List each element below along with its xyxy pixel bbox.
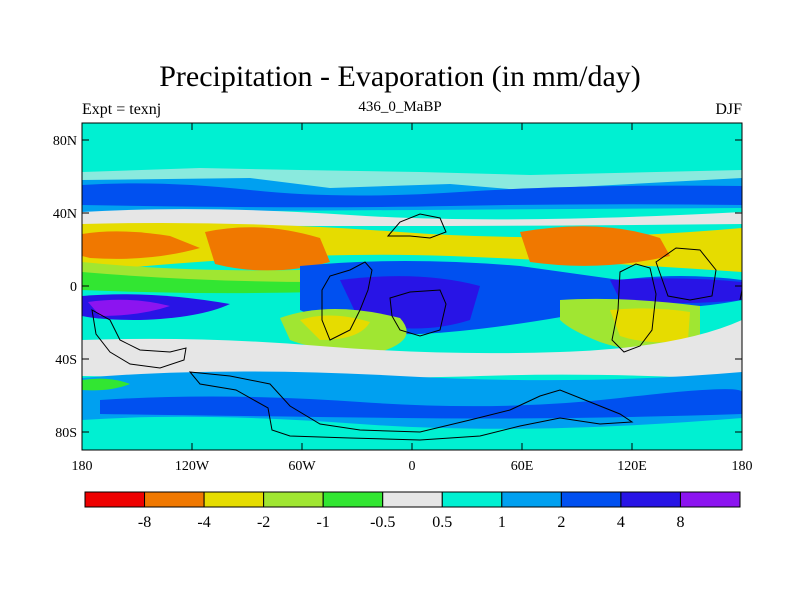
- lat-tick-label: 40S: [55, 353, 77, 368]
- colorbar-swatch: [501, 491, 562, 508]
- colorbar-swatch: [322, 491, 384, 508]
- colorbar-label: 1: [498, 514, 506, 531]
- field-gray-south: [82, 320, 742, 380]
- lat-tick-label: 0: [70, 280, 77, 295]
- experiment-label: Expt = texnj: [82, 101, 162, 118]
- latitude-axis: 80N 40N 0 40S 80S: [53, 134, 742, 441]
- lat-tick-label: 80N: [53, 134, 77, 149]
- field-yellow-south: [300, 315, 370, 340]
- field-orange-west: [82, 231, 200, 259]
- lat-tick-label: 40N: [53, 207, 77, 222]
- colorbar-swatch: [84, 491, 146, 508]
- colorbar-label: -4: [197, 514, 210, 531]
- colorbar-swatch: [144, 491, 205, 508]
- plot-title: Precipitation - Evaporation (in mm/day): [159, 60, 641, 93]
- outline-north-terrane: [386, 213, 447, 239]
- outline-gondwana-east: [611, 263, 657, 353]
- age-label: 436_0_MaBP: [358, 99, 442, 115]
- colorbar-swatch: [441, 491, 503, 508]
- colorbar-swatch: [620, 491, 681, 508]
- field-orange-asia: [520, 226, 670, 266]
- colorbar-label: 8: [676, 514, 684, 531]
- outline-terrane-east: [655, 247, 717, 301]
- field-blue-south: [100, 389, 742, 419]
- colorbar-swatch: [203, 491, 265, 508]
- outline-gondwana-southwest: [91, 309, 187, 369]
- lat-tick-label: 80S: [55, 426, 77, 441]
- field-green-eq: [82, 272, 320, 294]
- lon-tick-label: 180: [72, 459, 93, 474]
- colorbar-label: 4: [617, 514, 625, 531]
- field-layer: [82, 123, 742, 450]
- lon-tick-label: 180: [732, 459, 753, 474]
- outline-gondwana-center: [389, 289, 447, 337]
- outline-gondwana-west: [321, 261, 373, 341]
- field-yellow-southeast: [610, 308, 690, 343]
- colorbar-label: 2: [557, 514, 565, 531]
- field-violet-west: [88, 299, 170, 316]
- outline-gondwana-south: [188, 371, 634, 441]
- colorbar-swatch: [679, 491, 741, 508]
- colorbar-swatch: [560, 491, 622, 508]
- field-blue-north: [82, 183, 742, 208]
- lon-tick-label: 120W: [175, 459, 210, 474]
- longitude-axis: 180 120W 60W 0 60E 120E 180: [72, 123, 753, 474]
- colorbar-label: -1: [317, 514, 330, 531]
- season-label: DJF: [715, 101, 742, 118]
- field-orange-atlantic: [205, 227, 330, 271]
- lon-tick-label: 60E: [511, 459, 534, 474]
- colorbar-label: 0.5: [432, 514, 452, 531]
- colorbar-label: -8: [138, 514, 151, 531]
- field-gray-35n: [82, 209, 742, 226]
- field-indigo-east: [610, 278, 742, 303]
- field-cyan-south: [82, 416, 742, 450]
- continent-outlines: [91, 213, 742, 441]
- colorbar-swatch: [382, 491, 443, 508]
- colorbar-swatch: [263, 491, 324, 508]
- lon-tick-label: 0: [409, 459, 416, 474]
- lon-tick-label: 120E: [617, 459, 647, 474]
- field-green-southwest: [82, 378, 130, 391]
- colorbar-label: -0.5: [370, 514, 395, 531]
- lon-tick-label: 60W: [288, 459, 316, 474]
- colorbar: -8 -4 -2 -1 -0.5 0.5 1 2 4 8: [84, 491, 741, 531]
- colorbar-label: -2: [257, 514, 270, 531]
